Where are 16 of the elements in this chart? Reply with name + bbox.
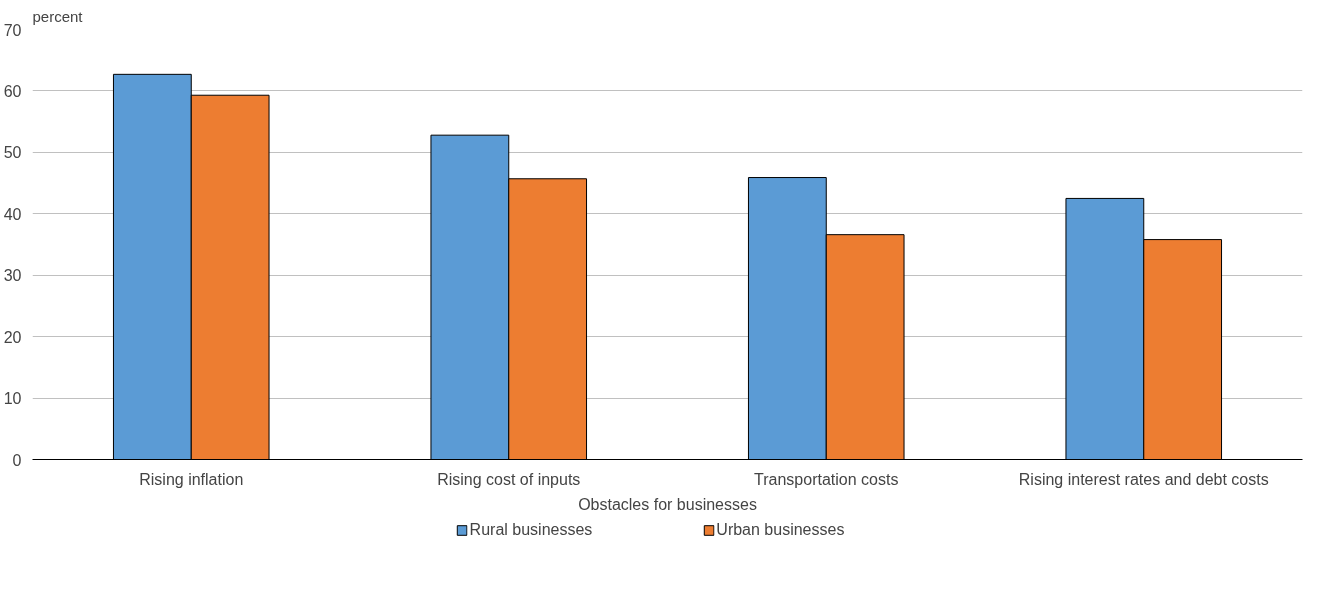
y-tick-label: 0 (12, 451, 22, 469)
x-axis-title: Obstacles for businesses (578, 495, 757, 513)
y-tick-label: 30 (3, 267, 22, 285)
y-tick-label: 20 (3, 328, 22, 346)
y-tick-label: 10 (3, 390, 22, 408)
y-axis-title: percent (32, 7, 84, 25)
y-tick-label: 40 (3, 205, 22, 223)
x-tick-label: Transportation costs (754, 470, 899, 488)
y-tick-label: 50 (3, 144, 22, 162)
legend-label: Rural businesses (469, 521, 593, 539)
x-tick-label: Rising cost of inputs (437, 470, 581, 488)
y-tick-label: 70 (3, 21, 22, 39)
legend-label: Urban businesses (716, 521, 845, 539)
y-tick-label: 60 (3, 82, 22, 100)
x-tick-label: Rising inflation (139, 470, 244, 488)
x-tick-label: Rising interest rates and debt costs (1018, 470, 1269, 488)
